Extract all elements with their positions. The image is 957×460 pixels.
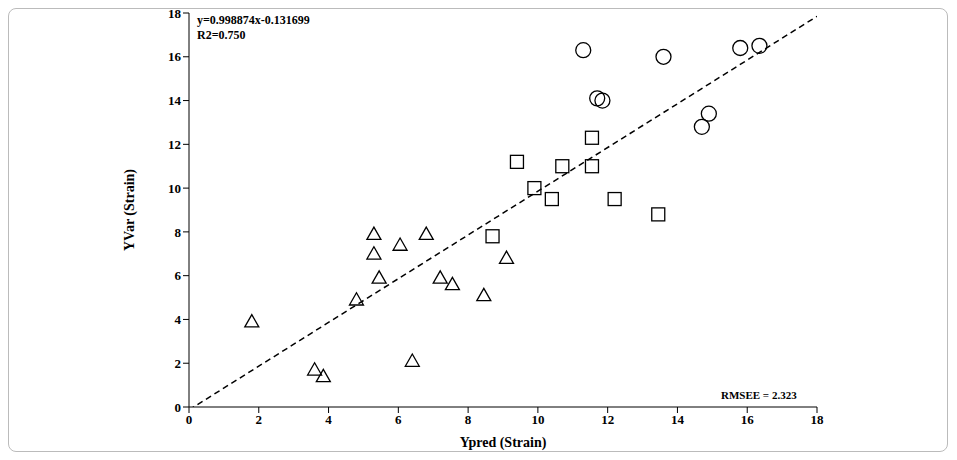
svg-text:16: 16 — [168, 49, 182, 64]
html-text:y=0.998874x-0.131699: y=0.998874x-0.131699 — [197, 13, 310, 27]
svg-text:6: 6 — [395, 412, 402, 427]
svg-text:2: 2 — [256, 412, 263, 427]
svg-text:16: 16 — [741, 412, 755, 427]
svg-text:0: 0 — [175, 400, 182, 415]
svg-text:YVar (Strain): YVar (Strain) — [122, 169, 138, 251]
svg-text:10: 10 — [531, 412, 544, 427]
svg-text:14: 14 — [671, 412, 685, 427]
svg-text:12: 12 — [601, 412, 614, 427]
svg-text:14: 14 — [168, 93, 182, 108]
html-text:R2=0.750: R2=0.750 — [197, 28, 246, 42]
svg-text:18: 18 — [811, 412, 825, 427]
svg-text:18: 18 — [168, 9, 182, 21]
svg-text:8: 8 — [175, 225, 182, 240]
svg-text:8: 8 — [465, 412, 472, 427]
svg-text:6: 6 — [175, 268, 182, 283]
svg-text:4: 4 — [175, 312, 182, 327]
html-text:RMSEE = 2.323: RMSEE = 2.323 — [721, 389, 797, 401]
svg-text:Ypred (Strain): Ypred (Strain) — [460, 435, 547, 451]
svg-text:10: 10 — [168, 181, 181, 196]
svg-text:2: 2 — [175, 356, 182, 371]
svg-text:12: 12 — [168, 137, 181, 152]
svg-text:4: 4 — [325, 412, 332, 427]
svg-text:0: 0 — [186, 412, 193, 427]
